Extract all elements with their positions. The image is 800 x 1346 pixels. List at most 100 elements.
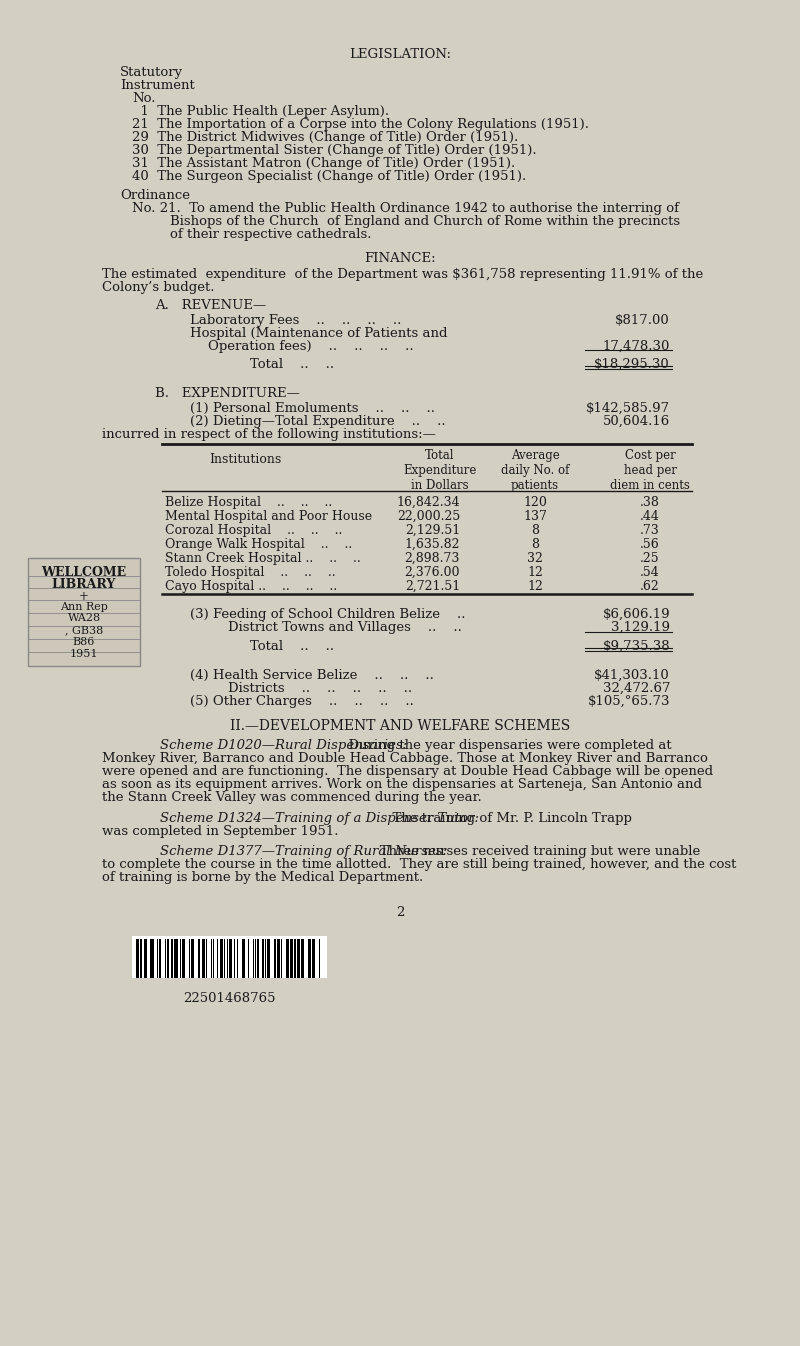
Text: 3,129.19: 3,129.19 [611, 621, 670, 634]
Text: .73: .73 [640, 524, 660, 537]
Text: The estimated  expenditure  of the Department was $361,758 representing 11.91% o: The estimated expenditure of the Departm… [102, 268, 703, 281]
Text: 12: 12 [527, 580, 543, 594]
Text: Institutions: Institutions [209, 454, 281, 466]
Bar [237, 940, 238, 979]
Text: Monkey River, Barranco and Double Head Cabbage. Those at Monkey River and Barran: Monkey River, Barranco and Double Head C… [102, 752, 708, 765]
Text: Belize Hospital    ..    ..    ..: Belize Hospital .. .. .. [165, 495, 344, 509]
Text: Three nurses received training but were unable: Three nurses received training but were … [367, 845, 700, 857]
Text: Districts    ..    ..    ..    ..    ..: Districts .. .. .. .. .. [228, 682, 412, 695]
Text: incurred in respect of the following institutions:—: incurred in respect of the following ins… [102, 428, 436, 441]
Bar [171, 940, 174, 979]
Text: 8: 8 [531, 524, 539, 537]
Bar [219, 940, 223, 979]
Text: Laboratory Fees    ..    ..    ..    ..: Laboratory Fees .. .. .. .. [190, 314, 402, 327]
Bar [165, 940, 166, 979]
Text: $6,606.19: $6,606.19 [602, 608, 670, 621]
Text: 2,721.51: 2,721.51 [405, 580, 460, 594]
Text: Instrument: Instrument [120, 79, 194, 92]
Text: Cayo Hospital ..    ..    ..    ..: Cayo Hospital .. .. .. .. [165, 580, 350, 594]
Text: of their respective cathedrals.: of their respective cathedrals. [170, 227, 371, 241]
Text: Total    ..    ..: Total .. .. [250, 358, 334, 371]
Bar [132, 935, 327, 979]
Bar [230, 940, 232, 979]
Text: .54: .54 [640, 567, 660, 579]
Text: WELLCOME: WELLCOME [42, 567, 126, 579]
Text: 8: 8 [531, 538, 539, 551]
Bar [180, 940, 181, 979]
Text: 29  The District Midwives (Change of Title) Order (1951).: 29 The District Midwives (Change of Titl… [132, 131, 518, 144]
Bar [144, 940, 147, 979]
Bar [277, 940, 280, 979]
Bar [242, 940, 245, 979]
Bar [294, 940, 295, 979]
Text: Orange Walk Hospital    ..    ..: Orange Walk Hospital .. .. [165, 538, 364, 551]
Text: Statutory: Statutory [120, 66, 183, 79]
Text: 1,635.82: 1,635.82 [405, 538, 460, 551]
Text: $18,295.30: $18,295.30 [594, 358, 670, 371]
Text: +: + [79, 590, 89, 603]
Text: $817.00: $817.00 [615, 314, 670, 327]
Text: of training is borne by the Medical Department.: of training is borne by the Medical Depa… [102, 871, 423, 884]
Text: , GB38: , GB38 [65, 625, 103, 635]
Text: Total    ..    ..: Total .. .. [250, 639, 334, 653]
Bar [150, 940, 154, 979]
Text: 21  The Importation of a Corpse into the Colony Regulations (1951).: 21 The Importation of a Corpse into the … [132, 118, 589, 131]
Text: 16,842.34: 16,842.34 [396, 495, 460, 509]
Text: LEGISLATION:: LEGISLATION: [349, 48, 451, 61]
Bar [198, 940, 200, 979]
Text: 22501468765: 22501468765 [183, 992, 276, 1005]
Text: Scheme D1324—Training of a Dispenser Tutor:: Scheme D1324—Training of a Dispenser Tut… [160, 812, 479, 825]
Bar [301, 940, 304, 979]
Bar [286, 940, 289, 979]
Text: B.   EXPENDITURE—: B. EXPENDITURE— [155, 388, 300, 400]
Bar [189, 940, 190, 979]
Text: 2,129.51: 2,129.51 [405, 524, 460, 537]
Text: 137: 137 [523, 510, 547, 524]
Bar [206, 940, 207, 979]
Text: (1) Personal Emoluments    ..    ..    ..: (1) Personal Emoluments .. .. .. [190, 402, 435, 415]
Text: Colony’s budget.: Colony’s budget. [102, 281, 214, 293]
Bar [227, 940, 228, 979]
Text: FINANCE:: FINANCE: [364, 252, 436, 265]
Text: B86: B86 [73, 637, 95, 647]
Bar [157, 940, 158, 979]
Text: were opened and are functioning.  The dispensary at Double Head Cabbage will be : were opened and are functioning. The dis… [102, 765, 713, 778]
Bar [257, 940, 259, 979]
Text: $142,585.97: $142,585.97 [586, 402, 670, 415]
Text: Bishops of the Church  of England and Church of Rome within the precincts: Bishops of the Church of England and Chu… [170, 215, 680, 227]
Bar [136, 940, 139, 979]
Text: A.   REVENUE—: A. REVENUE— [155, 299, 266, 312]
Bar [254, 940, 256, 979]
Text: No.: No. [132, 92, 155, 105]
Text: the Stann Creek Valley was commenced during the year.: the Stann Creek Valley was commenced dur… [102, 791, 482, 804]
Text: District Towns and Villages    ..    ..: District Towns and Villages .. .. [228, 621, 462, 634]
Text: .56: .56 [640, 538, 660, 551]
Text: as soon as its equipment arrives. Work on the dispensaries at Sarteneja, San Ant: as soon as its equipment arrives. Work o… [102, 778, 702, 791]
Text: Cost per
head per
diem in cents: Cost per head per diem in cents [610, 450, 690, 493]
Text: 2: 2 [396, 906, 404, 919]
Bar [174, 940, 178, 979]
Text: 32,472.67: 32,472.67 [602, 682, 670, 695]
Text: Operation fees)    ..    ..    ..    ..: Operation fees) .. .. .. .. [208, 341, 414, 353]
Text: .44: .44 [640, 510, 660, 524]
Bar [308, 940, 311, 979]
Text: No. 21.  To amend the Public Health Ordinance 1942 to authorise the interring of: No. 21. To amend the Public Health Ordin… [132, 202, 679, 215]
Text: WA28: WA28 [67, 612, 101, 623]
Text: Hospital (Maintenance of Patients and: Hospital (Maintenance of Patients and [190, 327, 447, 341]
Text: Stann Creek Hospital ..    ..    ..: Stann Creek Hospital .. .. .. [165, 552, 373, 565]
Bar [213, 940, 214, 979]
Text: 22,000.25: 22,000.25 [397, 510, 460, 524]
Text: to complete the course in the time allotted.  They are still being trained, howe: to complete the course in the time allot… [102, 857, 736, 871]
Bar [248, 940, 250, 979]
Bar [28, 559, 140, 666]
Text: Mental Hospital and Poor House: Mental Hospital and Poor House [165, 510, 384, 524]
Text: Total
Expenditure
in Dollars: Total Expenditure in Dollars [403, 450, 477, 493]
Bar [234, 940, 235, 979]
Bar [267, 940, 270, 979]
Bar [297, 940, 300, 979]
Text: Scheme D1020—Rural Dispensaries:: Scheme D1020—Rural Dispensaries: [160, 739, 407, 752]
Text: was completed in September 1951.: was completed in September 1951. [102, 825, 338, 839]
Text: 31  The Assistant Matron (Change of Title) Order (1951).: 31 The Assistant Matron (Change of Title… [132, 157, 515, 170]
Bar [141, 940, 142, 979]
Bar [210, 940, 212, 979]
